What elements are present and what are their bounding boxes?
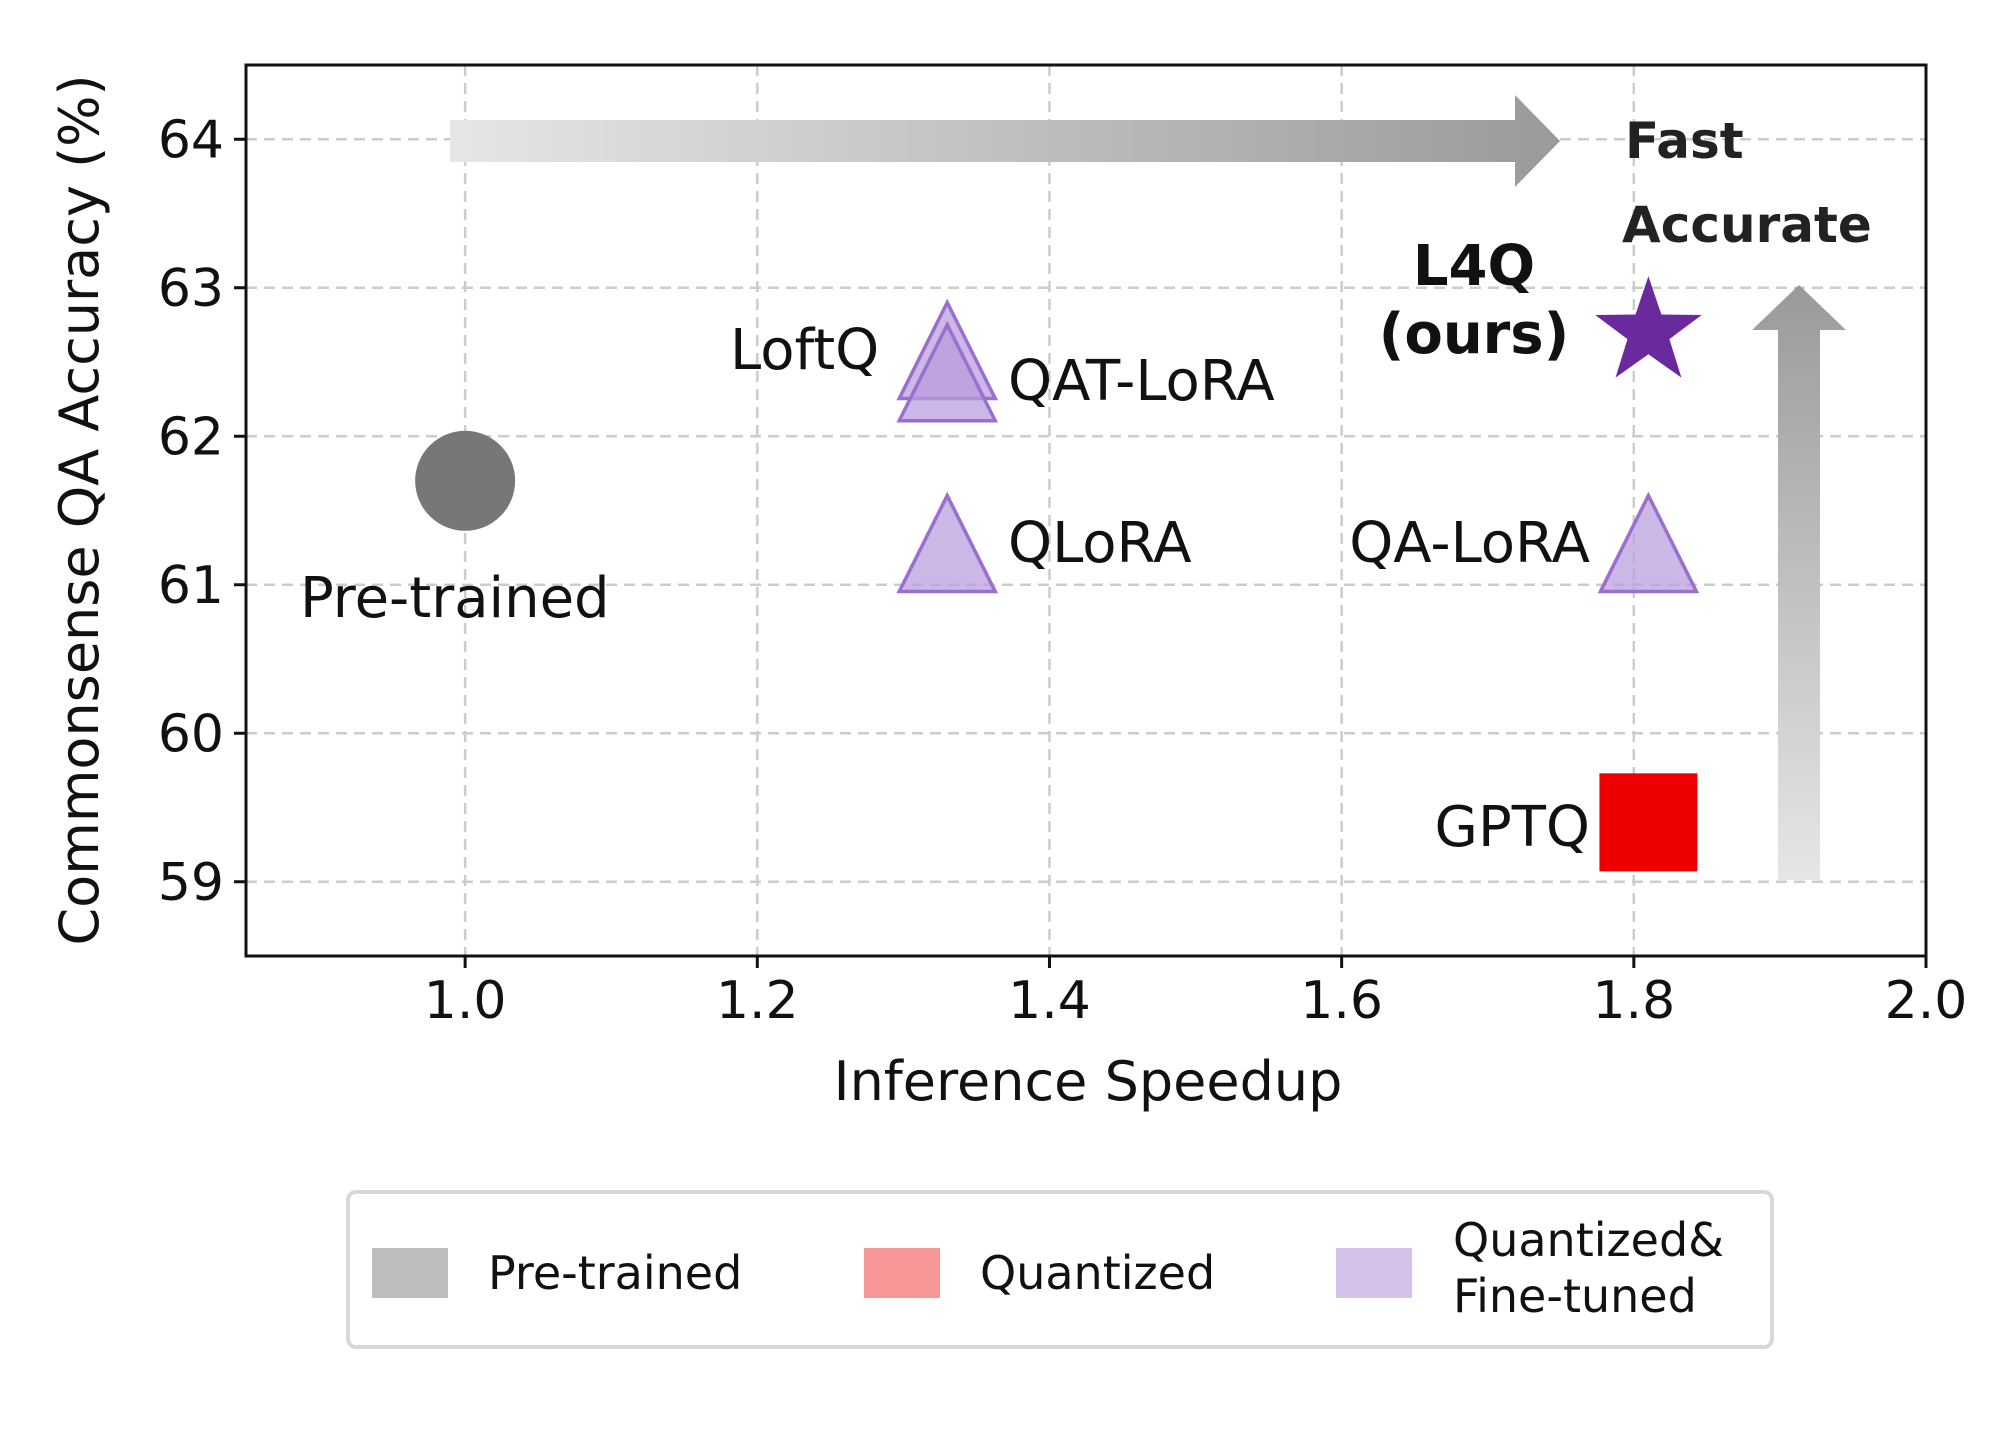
y-tick-label: 62 (158, 407, 224, 467)
point-pre-trained (415, 430, 516, 531)
y-tick-label: 61 (158, 556, 224, 616)
y-axis-title: Commonsense QA Accuracy (%) (48, 74, 111, 945)
plot-frame (244, 63, 1928, 958)
point-l4q (1595, 276, 1702, 378)
point-qlora (896, 491, 999, 594)
x-tick-label: 1.2 (716, 971, 799, 1031)
y-tick-label: 59 (158, 853, 224, 913)
x-tick-label: 2.0 (1885, 971, 1968, 1031)
label-qlora: QLoRA (1008, 511, 1192, 576)
x-axis-title: Inference Speedup (834, 1050, 1343, 1113)
legend-label-quantized-fine-tuned-1: Quantized& (1453, 1213, 1724, 1267)
fast-arrow (450, 95, 1560, 187)
legend-label-quantized: Quantized (980, 1246, 1215, 1300)
label-l4q-ours: (ours) (1379, 302, 1569, 367)
legend-label-quantized-fine-tuned-2: Fine-tuned (1453, 1269, 1697, 1323)
legend-label-pre-trained: Pre-trained (488, 1246, 742, 1300)
accurate-annotation: Accurate (1622, 196, 1872, 254)
x-tick-label: 1.4 (1008, 971, 1091, 1031)
label-l4q: L4Q (1413, 234, 1535, 299)
y-tick-label: 60 (158, 704, 224, 764)
x-tick-label: 1.6 (1300, 971, 1383, 1031)
label-qa-lora: QA-LoRA (1349, 511, 1590, 576)
x-tick-label: 1.8 (1592, 971, 1675, 1031)
legend-frame (346, 1190, 1774, 1349)
label-qat-lora: QAT-LoRA (1008, 349, 1275, 414)
legend-swatch-quantized-fine-tuned (1336, 1248, 1412, 1298)
marks (415, 276, 1702, 872)
label-pre-trained: Pre-trained (300, 566, 610, 631)
point-qa-lora (1597, 491, 1700, 594)
y-tick-label: 64 (158, 110, 224, 170)
ticks: 1.0 1.2 1.4 1.6 1.8 2.0 59 60 61 62 63 64 (158, 110, 1968, 1031)
x-tick-label: 1.0 (424, 971, 507, 1031)
label-loftq: LoftQ (730, 318, 879, 383)
legend-swatch-pre-trained (372, 1248, 448, 1298)
fast-annotation: Fast (1625, 112, 1744, 170)
legend: Pre-trained Quantized Quantized& Fine-tu… (346, 1190, 1774, 1349)
label-gptq: GPTQ (1435, 795, 1590, 860)
point-qat-lora (896, 320, 999, 423)
y-tick-label: 63 (158, 259, 224, 319)
accurate-arrow (1752, 285, 1846, 880)
legend-swatch-quantized (864, 1248, 940, 1298)
point-gptq (1599, 773, 1698, 872)
